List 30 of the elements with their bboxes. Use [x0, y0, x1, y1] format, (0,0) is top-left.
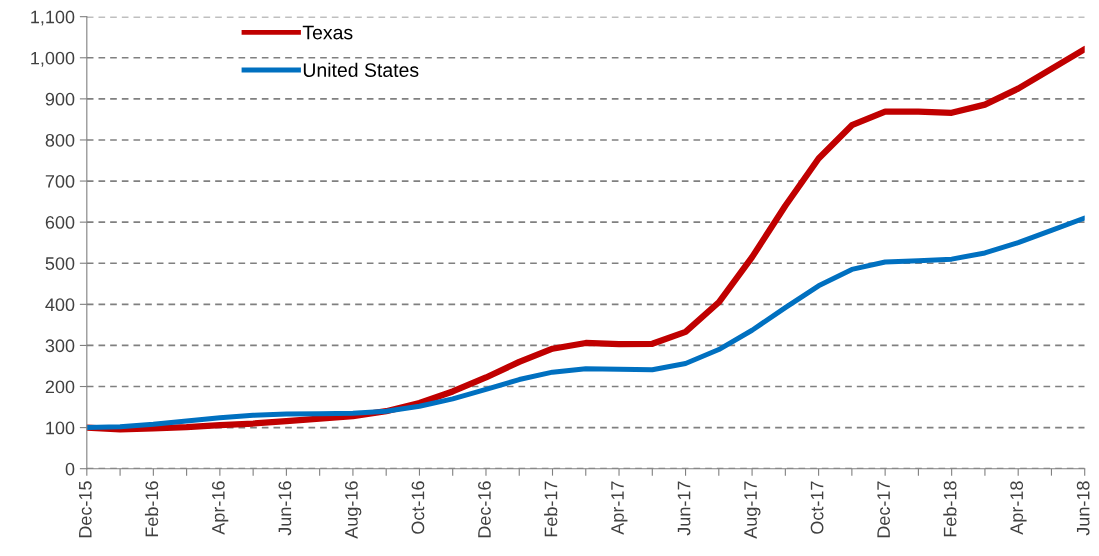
x-tick-label: Aug-17: [744, 481, 761, 539]
y-tick-label: 100: [46, 421, 75, 435]
y-tick-label: 1,000: [31, 51, 75, 67]
x-tick-label: Oct-17: [810, 481, 824, 534]
y-tick-label: 400: [45, 298, 75, 312]
x-tick-label: Jun-18: [1076, 481, 1090, 536]
y-tick-label: 300: [45, 339, 75, 353]
x-tick-label: Dec-17: [877, 481, 890, 538]
x-tick-label: Oct-16: [411, 481, 425, 534]
x-tick-label: Apr-18: [1010, 481, 1027, 535]
x-tick-label: Feb-16: [144, 481, 159, 537]
x-tick-label: Dec-15: [79, 481, 92, 538]
x-tick-label: Apr-17: [611, 481, 628, 535]
x-tick-label: Feb-17: [544, 481, 558, 537]
y-tick-label: 0: [65, 462, 75, 476]
legend-label: United States: [303, 62, 419, 77]
y-tick-label: 900: [45, 92, 75, 106]
x-tick-label: Apr-16: [211, 481, 229, 535]
y-tick-label: 500: [45, 257, 75, 270]
y-tick-label: 700: [45, 174, 75, 188]
x-tick-label: Jun-16: [278, 481, 292, 536]
x-tick-label: Jun-17: [677, 481, 691, 536]
x-tick-label: Feb-18: [943, 481, 957, 537]
x-tick-label: Aug-16: [344, 481, 362, 539]
y-tick-label: 600: [45, 216, 75, 229]
y-tick-label: 800: [45, 133, 75, 147]
y-tick-label: 200: [45, 380, 75, 394]
x-tick-label: Dec-16: [478, 481, 491, 538]
y-tick-label: 1,100: [31, 10, 75, 26]
legend-label: Texas: [302, 25, 353, 40]
